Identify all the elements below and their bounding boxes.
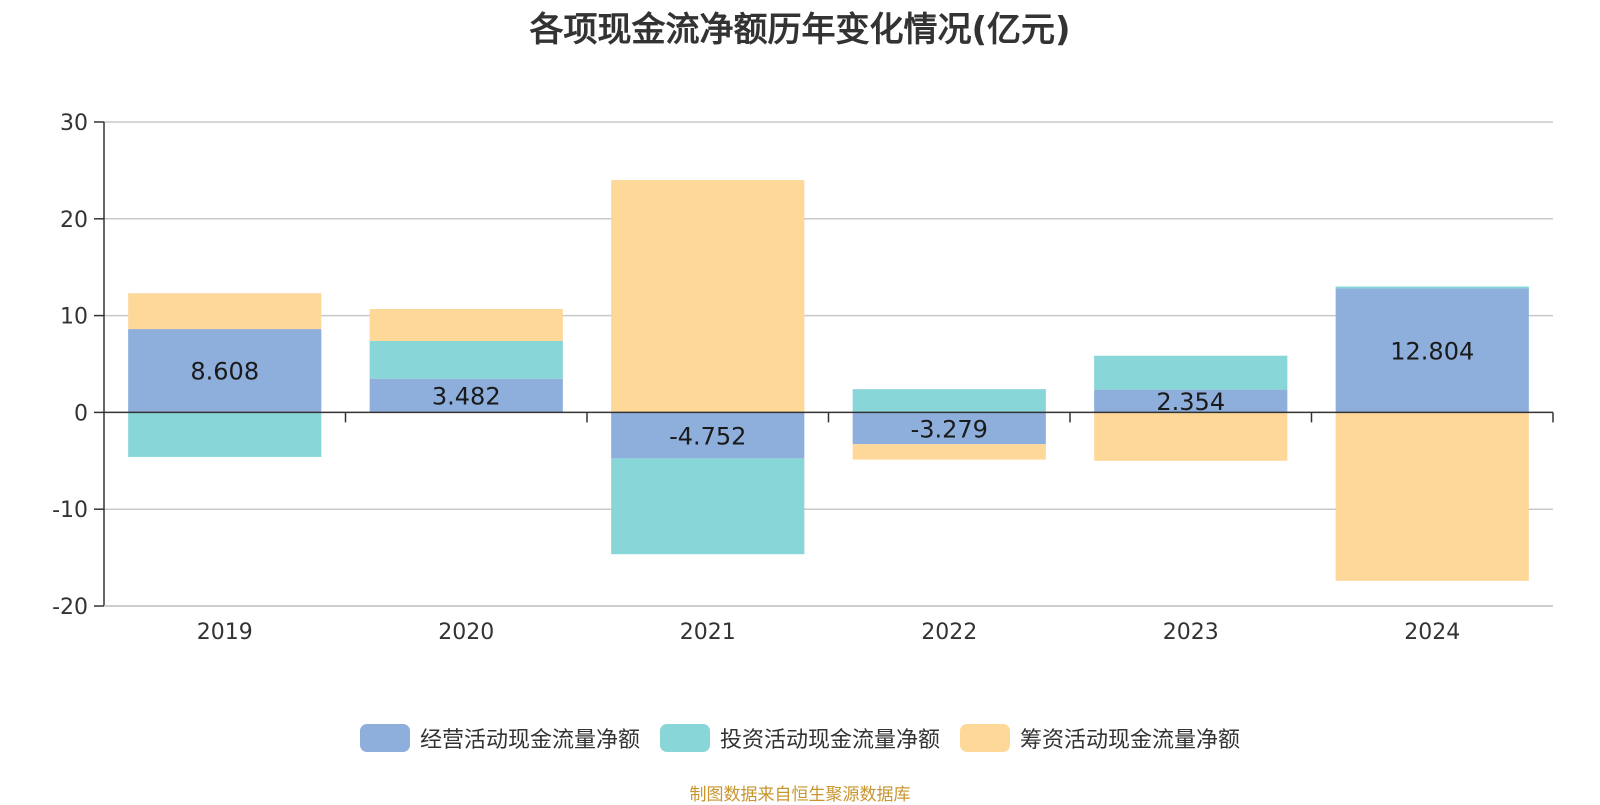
x-tick-label: 2023: [1163, 620, 1219, 645]
bar-segment: [369, 308, 563, 341]
bar-segment: [611, 412, 805, 459]
bar-segment: [611, 458, 805, 555]
bar-segment: [1335, 288, 1529, 413]
legend-label: 投资活动现金流量净额: [719, 728, 940, 753]
chart-title: 各项现金流净额历年变化情况(亿元): [529, 10, 1071, 50]
bar-segment: [369, 378, 563, 413]
y-tick-label: 20: [60, 208, 88, 233]
y-tick-label: 0: [74, 401, 88, 426]
axes: 30 20 10 0 -10 -20 2019 2020 2021 2022 2023 2024: [52, 111, 1554, 645]
x-tick-label: 2024: [1404, 620, 1460, 645]
bar-segment: [1094, 355, 1288, 390]
bar-segment: [852, 444, 1046, 460]
grid-lines: [104, 121, 1553, 607]
legend-swatch: [359, 724, 410, 752]
bar-segment: [852, 412, 1046, 445]
bar-segment: [369, 340, 563, 379]
legend-item[interactable]: 投资活动现金流量净额: [659, 722, 940, 754]
y-tick-label: 30: [60, 111, 88, 136]
data-label: 8.608: [190, 358, 259, 386]
bar-segment: [852, 389, 1046, 413]
bar-segment: [1335, 286, 1529, 289]
legend-swatch: [659, 724, 710, 752]
legend-swatch: [960, 724, 1010, 752]
x-tick-label: 2020: [438, 620, 494, 645]
bar-segment: [128, 412, 322, 457]
bar-segment: [1094, 412, 1288, 461]
bar-segment: [128, 293, 322, 330]
bar-segment: [1094, 389, 1288, 413]
legend-label: 经营活动现金流量净额: [419, 728, 640, 753]
data-label: 12.804: [1390, 337, 1474, 365]
y-tick-label: 10: [60, 305, 88, 330]
y-tick-label: -20: [52, 595, 88, 620]
data-label: 2.354: [1156, 388, 1225, 416]
data-label: -4.752: [669, 422, 746, 450]
data-label: -3.279: [911, 415, 988, 443]
data-labels: 8.608 3.482 -4.752 -3.279 2.354 12.804: [190, 337, 1474, 450]
bar-segment: [611, 180, 805, 413]
legend-item[interactable]: 筹资活动现金流量净额: [960, 722, 1240, 754]
bar-segment: [128, 329, 322, 413]
data-label: 3.482: [432, 383, 501, 411]
bars: [128, 180, 1529, 581]
source-note: 制图数据来自恒生聚源数据库: [689, 785, 911, 805]
legend-item[interactable]: 经营活动现金流量净额: [359, 722, 640, 754]
legend: 经营活动现金流量净额 投资活动现金流量净额 筹资活动现金流量净额: [0, 722, 1600, 754]
bar-segment: [1335, 412, 1529, 581]
x-tick-label: 2022: [921, 620, 977, 645]
legend-label: 筹资活动现金流量净额: [1020, 728, 1241, 753]
x-tick-label: 2021: [680, 620, 736, 645]
y-tick-label: -10: [52, 498, 88, 523]
x-tick-label: 2019: [197, 620, 253, 645]
